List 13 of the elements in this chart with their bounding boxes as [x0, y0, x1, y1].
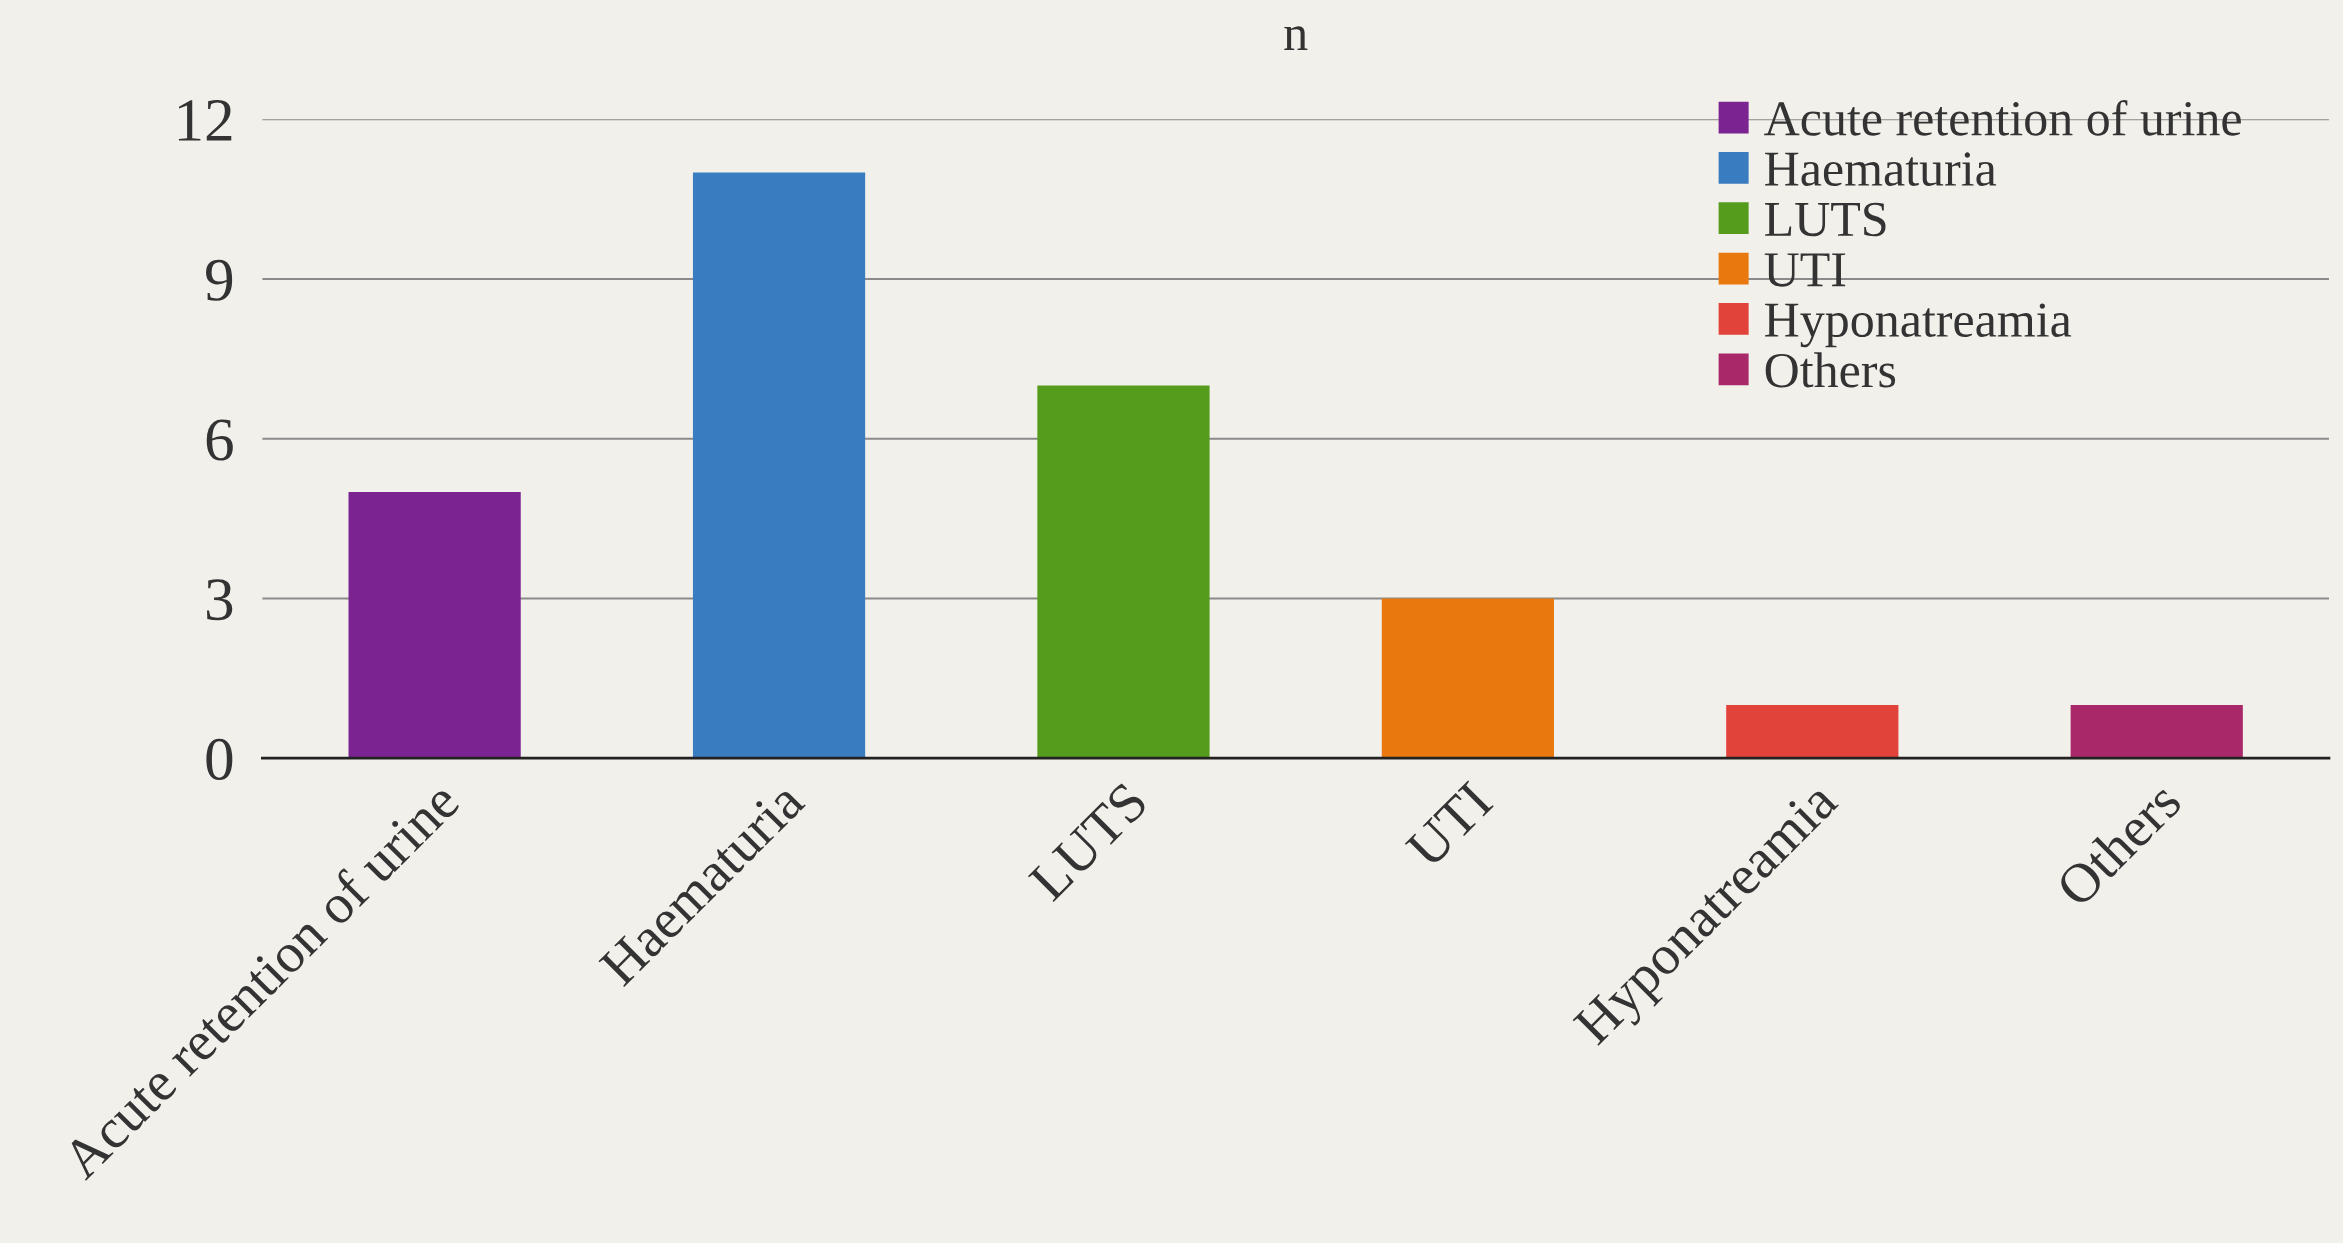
legend-label: LUTS	[1765, 202, 1886, 237]
y-tick-label: 0	[206, 738, 233, 781]
chart-title: n	[1284, 26, 1308, 50]
legend-label: UTI	[1764, 253, 1846, 287]
y-tick-label: 6	[206, 419, 233, 461]
x-tick-label: UTI	[1404, 780, 1495, 870]
y-tick-label: 3	[207, 579, 233, 621]
legend-label: Hyponatreamia	[1765, 303, 2072, 348]
legend-label: Acute retention of urine	[1764, 99, 2241, 136]
y-tick-label: 12	[178, 100, 232, 141]
y-tick-label: 9	[206, 259, 233, 301]
legend-label: Others	[1765, 352, 1896, 388]
legend-label: Haematuria	[1765, 152, 1997, 186]
